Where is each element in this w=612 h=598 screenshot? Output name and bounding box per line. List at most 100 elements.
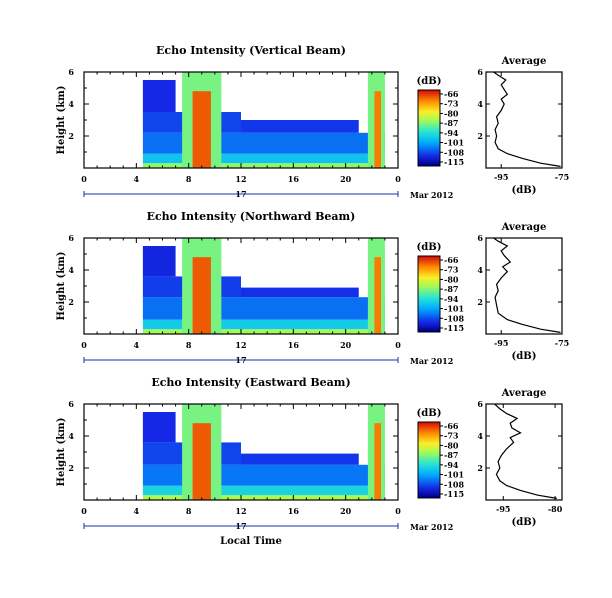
x-tick-label: 8 [186,506,192,516]
date-mark: 17 [235,189,246,199]
colorbar-segment [418,267,440,270]
colorbar-segment [418,441,440,444]
colorbar-segment [418,299,440,303]
colorbar-segment [418,91,440,95]
colorbar-segment [418,284,440,287]
colorbar-level-label: -66 [444,421,459,431]
colorbar: -66-73-80-87-94-101-108-115 [417,421,464,499]
colorbar-segment [418,461,440,465]
colorbar-segment [418,467,440,470]
profile-x-tick-label: -75 [555,338,569,348]
heatmap-cell [192,257,211,334]
colorbar-segment [418,93,440,97]
profile-x-tick-label: -75 [555,172,569,182]
colorbar-segment [418,469,440,472]
colorbar-level-label: -94 [444,294,459,304]
colorbar-level-label: -80 [444,274,459,284]
heatmap-cell [374,423,381,500]
colorbar-segment [418,439,440,442]
colorbar-segment [418,486,440,489]
heatmap-cell [142,412,176,443]
colorbar-segment [418,109,440,112]
colorbar-level-label: -73 [444,431,459,441]
y-tick-label: 4 [68,265,74,275]
colorbar-segment [418,275,440,278]
colorbar-segment [418,437,440,440]
heatmap-cell [241,453,359,465]
x-tick-label: 16 [288,340,300,350]
x-tick-label: 16 [288,174,300,184]
colorbar-level-label: -115 [444,323,464,333]
colorbar-segment [418,295,440,299]
colorbar-segment [418,433,440,436]
profile-y-tick-label: 4 [477,99,483,109]
y-tick-label: 6 [68,67,74,77]
x-tick-label: 0 [395,340,401,350]
profile-title: Average [501,388,547,399]
colorbar-level-label: -66 [444,89,459,99]
colorbar-level-label: -73 [444,265,459,275]
profile-frame [485,237,563,335]
colorbar-segment [418,273,440,276]
colorbar-segment [418,471,440,474]
colorbar-segment [418,297,440,301]
heatmap-cell [374,91,381,168]
profile-x-tick-label: -95 [494,172,508,182]
profile-title: Average [501,222,547,233]
colorbar-level-label: -115 [444,489,464,499]
colorbar-segment [418,122,440,125]
colorbar-frame [417,421,441,499]
colorbar-segment [418,118,440,121]
chart-title: Echo Intensity (Northward Beam) [147,210,356,223]
profile-frame [485,71,563,169]
colorbar-segment [418,322,440,325]
heatmap-cell [142,163,385,168]
y-tick-label: 6 [68,233,74,243]
colorbar-segment [418,143,440,146]
colorbar-level-label: -108 [444,147,464,157]
chart-title: Echo Intensity (Vertical Beam) [156,44,346,57]
heatmap-cells [142,72,385,168]
x-tick-label: 8 [186,174,192,184]
colorbar-segment [418,128,440,131]
colorbar-segment [418,435,440,438]
heatmap-cell [241,120,359,133]
date-mark: 17 [235,355,246,365]
colorbar-segment [418,278,440,282]
colorbar-frame [417,89,441,167]
colorbar-segment [418,309,440,312]
profile-y-tick-label: 6 [477,67,483,77]
heatmap-cell [142,495,385,500]
heatmap-cell [142,319,385,330]
colorbar-segment [418,307,440,310]
heatmap-cell [142,464,385,486]
colorbar-segment [418,95,440,99]
x-tick-label: 0 [81,340,87,350]
heatmap-cell [142,329,385,334]
profile-x-tick-label: -95 [496,504,510,514]
colorbar-segment [418,454,440,457]
colorbar: -66-73-80-87-94-101-108-115 [417,89,464,167]
x-tick-label: 20 [340,174,352,184]
y-tick-label: 6 [68,399,74,409]
colorbar-segment [418,139,440,142]
colorbar-segment [418,99,440,102]
colorbar-segment [418,150,440,154]
colorbar-level-label: -87 [444,284,458,294]
average-profile-panel: Average 6 4 2 -95 -75 (dB) [477,222,569,362]
colorbar-unit: (dB) [417,76,442,87]
colorbar-segment [418,101,440,104]
chart-title: Echo Intensity (Eastward Beam) [151,376,350,389]
colorbar-segment [418,105,440,108]
colorbar-segment [418,137,440,140]
colorbar-segment [418,328,440,331]
colorbar-segment [418,446,440,450]
colorbar-level-label: -87 [444,118,458,128]
profile-y-tick-label: 4 [477,431,483,441]
colorbar-segment [418,490,440,493]
colorbar-level-label: -108 [444,313,464,323]
x-tick-label: 4 [134,506,140,516]
colorbar-segment [418,303,440,306]
colorbar-level-label: -101 [444,304,464,314]
